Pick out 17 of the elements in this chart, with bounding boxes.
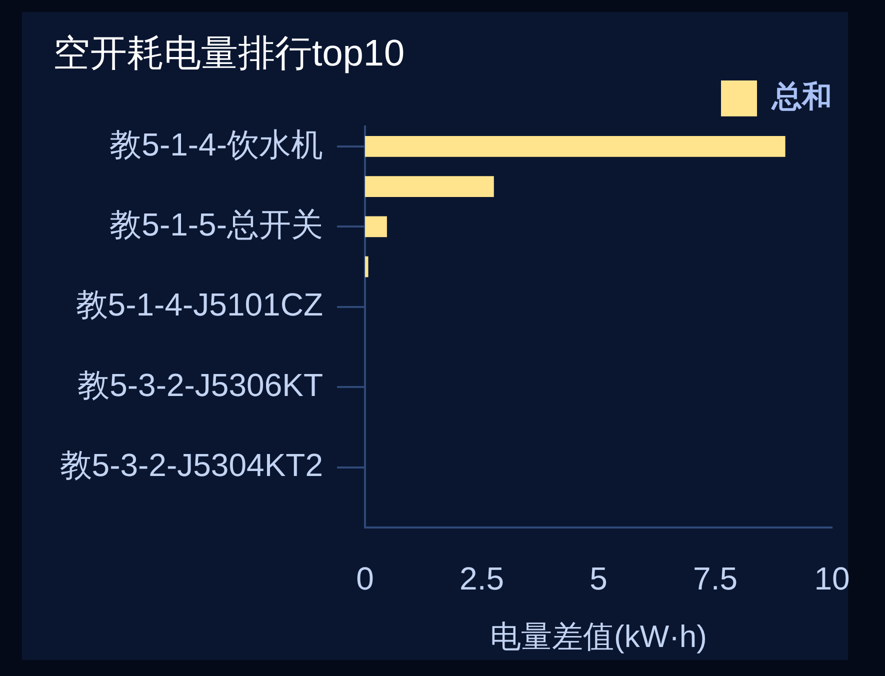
x-tick-label: 2.5 [460, 560, 504, 596]
bar [365, 176, 494, 197]
y-tick-label: 教5-1-5-总开关 [110, 206, 323, 242]
y-tick-label: 教5-1-4-J5101CZ [76, 286, 323, 323]
x-tick-label: 10 [814, 560, 850, 596]
bar [365, 216, 387, 238]
x-axis-title: 电量差值(kW·h) [490, 618, 707, 654]
x-tick-label: 0 [356, 560, 374, 596]
y-tick-label: 教5-3-2-J5306KT [78, 366, 323, 403]
x-tick-label: 7.5 [693, 560, 738, 596]
x-tick-label: 5 [590, 560, 608, 596]
bar [365, 256, 368, 278]
bar [365, 136, 786, 157]
chart-title: 空开耗电量排行top10 [53, 32, 405, 74]
y-tick-label: 教5-3-2-J5304KT2 [60, 447, 323, 484]
legend-label: 总和 [771, 80, 832, 114]
y-tick-label: 教5-1-4-饮水机 [110, 126, 323, 162]
